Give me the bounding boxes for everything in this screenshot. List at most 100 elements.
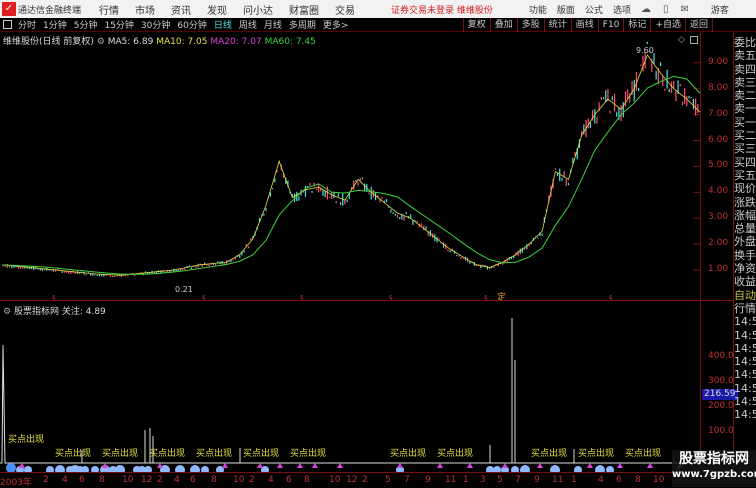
period-multi[interactable]: 多周期 (288, 21, 316, 31)
date-tick: 4 (174, 475, 180, 485)
quote-field[interactable]: 涨幅 (734, 208, 756, 222)
overlay-button[interactable]: 叠加 (489, 18, 517, 32)
quote-field[interactable]: 卖二 (734, 89, 756, 103)
pane-separator[interactable] (0, 300, 733, 301)
menu-discover[interactable]: 发现 (207, 5, 228, 17)
price-tick: 3.00 (708, 212, 729, 223)
tick-time[interactable]: 14:50 (734, 341, 756, 355)
mark-button[interactable]: 标记 (623, 18, 650, 32)
window-icon[interactable] (690, 36, 698, 44)
signal-label: 买点出现 (390, 447, 426, 459)
quote-field[interactable]: 外盘 (734, 235, 756, 249)
tick-time[interactable]: 14:50 (734, 355, 756, 369)
quote-field[interactable]: 买四 (734, 155, 756, 169)
date-tick: 5 (385, 475, 391, 485)
quote-field[interactable]: 换手 (734, 248, 756, 262)
multi-stock-button[interactable]: 多股 (516, 18, 544, 32)
mail-icon[interactable]: ✉ (680, 3, 689, 15)
back-button[interactable]: 返回 (684, 18, 713, 32)
draw-button[interactable]: 画线 (570, 18, 598, 32)
menu-wealth[interactable]: 财富圈 (289, 5, 320, 17)
signal-label: 买点出现 (196, 447, 232, 459)
date-tick: 2 (362, 475, 368, 485)
menu-function[interactable]: 功能 (528, 5, 547, 16)
tick-time[interactable]: 14:50 (734, 328, 756, 342)
quote-field[interactable]: 买一 (734, 115, 756, 129)
quote-field[interactable]: 卖四 (734, 62, 756, 76)
tick-time[interactable]: 14:50 (734, 395, 756, 409)
period-month[interactable]: 月线 (263, 21, 282, 31)
quote-field[interactable]: 买二 (734, 129, 756, 143)
quote-mode-label[interactable]: 行情 (734, 301, 756, 315)
menu-layout[interactable]: 版面 (556, 5, 575, 16)
tick-time[interactable]: 14:50 (734, 381, 756, 395)
signal-label: 买点出现 (102, 447, 138, 459)
quote-field[interactable]: 卖三 (734, 75, 756, 89)
ma20-label: MA20: 7.07 (210, 37, 262, 47)
period-1min[interactable]: 1分钟 (43, 21, 67, 31)
period-15min[interactable]: 15分钟 (104, 21, 134, 31)
date-tick: 2 (249, 475, 255, 485)
price-tick: 2.00 (708, 238, 729, 249)
quote-field[interactable]: 现价 (734, 182, 756, 196)
quote-field[interactable]: 买五 (734, 168, 756, 182)
price-tick: 9.00 (708, 56, 729, 67)
tick-time[interactable]: 14:50 (734, 368, 756, 382)
gear-icon[interactable]: ⚙ (96, 37, 105, 47)
panel-toggle-icon[interactable] (3, 20, 12, 29)
stats-button[interactable]: 统计 (543, 18, 571, 32)
buy-dot (520, 465, 530, 472)
period-30min[interactable]: 30分钟 (140, 21, 171, 31)
menu-hq[interactable]: 行情 (99, 5, 120, 17)
tick-time[interactable]: 14:50 (734, 315, 756, 329)
menu-formula[interactable]: 公式 (584, 5, 603, 16)
buy-dot (138, 466, 146, 472)
period-day[interactable]: 日线 (213, 21, 232, 31)
signal-label: 买点出现 (625, 447, 661, 459)
signal-label: 买点出现 (55, 447, 91, 459)
quote-field[interactable]: 净资 (734, 262, 756, 276)
add-watchlist-button[interactable]: +自选 (650, 18, 685, 32)
quote-field[interactable]: 总量 (734, 222, 756, 236)
fuquan-button[interactable]: 复权 (462, 18, 490, 32)
indicator-settings-icon[interactable]: ⚙ (3, 307, 12, 317)
period-fenshi[interactable]: 分时 (18, 21, 37, 31)
quote-field[interactable]: 委比 (734, 36, 756, 49)
quote-field[interactable]: 卖一 (734, 102, 756, 116)
date-tick: 6 (616, 475, 622, 485)
quote-field[interactable]: 收益 (734, 275, 756, 289)
app-logo-icon: ✓ (2, 2, 16, 16)
auto-button[interactable]: 自动 (734, 288, 756, 302)
menu-options[interactable]: 选项 (612, 5, 631, 16)
date-tick: 8 (211, 475, 217, 485)
panel-divider (733, 32, 734, 472)
login-status[interactable]: 证券交易未登录 维维股份 (391, 5, 493, 16)
menu-market[interactable]: 市场 (135, 5, 156, 17)
buy-dot (109, 466, 117, 472)
quote-field[interactable]: 卖五 (734, 49, 756, 63)
menu-ask[interactable]: 问小达 (243, 5, 274, 17)
signal-label: 买点出现 (149, 447, 185, 459)
phone-icon[interactable]: ▯ (662, 3, 669, 15)
user-guest[interactable]: 游客 (710, 5, 729, 16)
menu-trade[interactable]: 交易 (335, 5, 356, 17)
menu-news[interactable]: 资讯 (171, 5, 192, 17)
buy-dot (6, 463, 16, 472)
period-more[interactable]: 更多> (322, 21, 349, 31)
date-tick: 10 (233, 475, 245, 485)
period-60min[interactable]: 60分钟 (177, 21, 207, 31)
sell-triangle (502, 463, 508, 468)
ma10-label: MA10: 7.05 (156, 37, 208, 47)
kline-chart[interactable]: 9.600.21§ § § § § §定买点出现 买点出现 买点出现 买点出现 买点出现 买点出现买… (0, 0, 733, 472)
tick-time[interactable]: 14:50 (734, 408, 756, 422)
price-tick: 5.00 (708, 160, 729, 171)
indicator-tick: 100.0 (708, 426, 734, 436)
f10-button[interactable]: F10 (597, 18, 624, 32)
diamond-icon[interactable]: ◇ (678, 35, 685, 45)
indicator-name[interactable]: 股票指标网 (13, 307, 59, 317)
quote-field[interactable]: 涨跌 (734, 195, 756, 209)
period-5min[interactable]: 5分钟 (73, 21, 98, 31)
period-week[interactable]: 周线 (238, 21, 257, 31)
cloud-icon[interactable]: ☁ (640, 3, 651, 15)
quote-field[interactable]: 买三 (734, 142, 756, 156)
